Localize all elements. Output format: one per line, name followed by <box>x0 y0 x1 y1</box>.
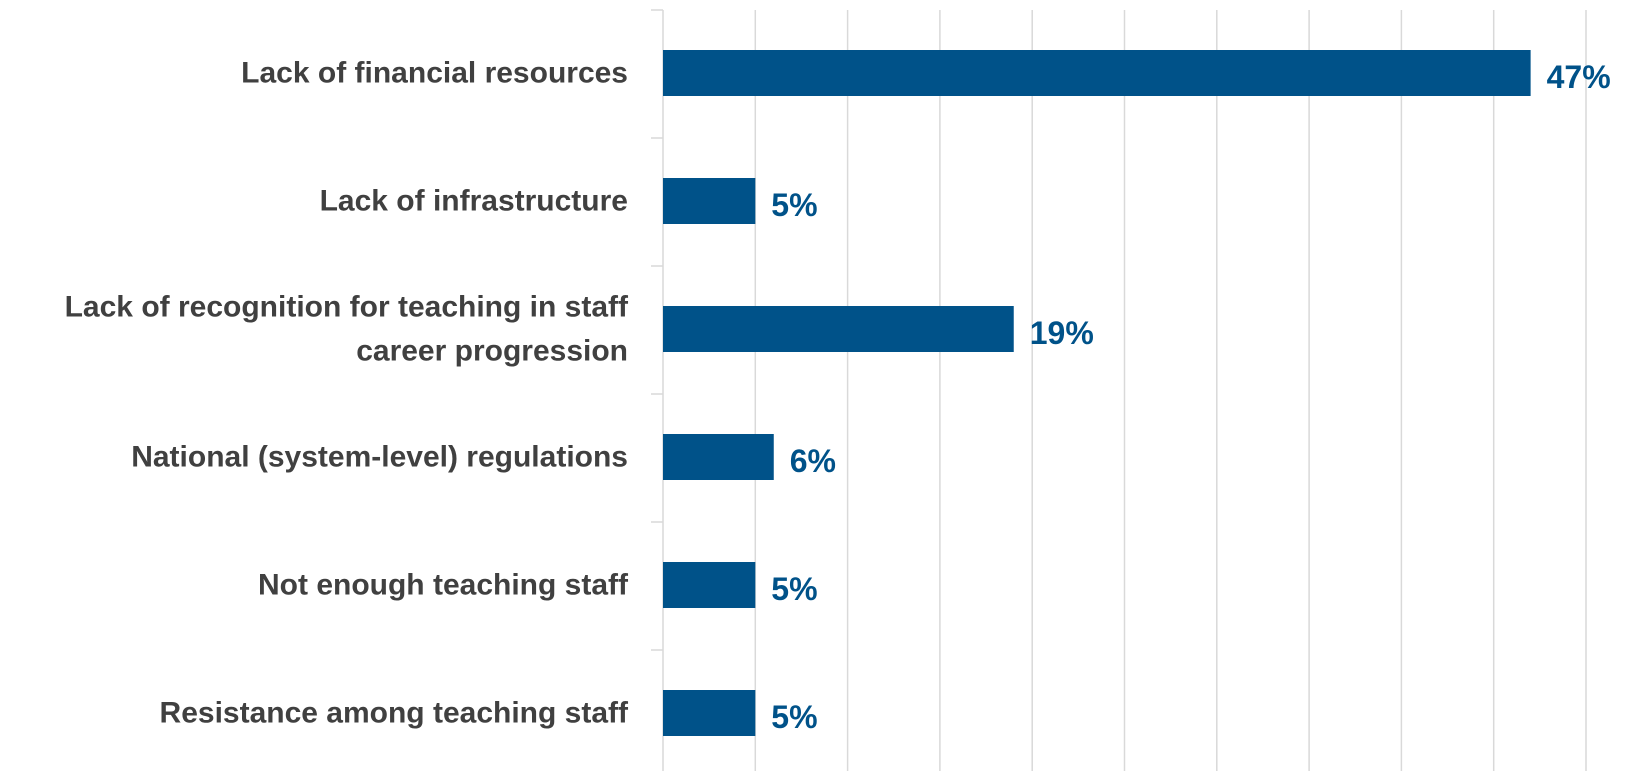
category-label-line: National (system-level) regulations <box>131 441 628 474</box>
bar <box>663 562 756 608</box>
bar <box>663 434 774 480</box>
data-label: 6% <box>790 443 836 479</box>
data-label: 5% <box>771 571 817 607</box>
bar <box>663 178 756 224</box>
category-label: Resistance among teaching staff <box>160 697 629 730</box>
data-label: 47% <box>1547 59 1611 95</box>
bars <box>663 50 1531 736</box>
bar <box>663 690 756 736</box>
category-label-line: Not enough teaching staff <box>258 569 629 602</box>
category-label-line: Lack of financial resources <box>241 57 628 90</box>
category-label: Lack of financial resources <box>241 57 628 90</box>
category-label-line: Lack of infrastructure <box>320 185 628 218</box>
category-label: National (system-level) regulations <box>131 441 628 474</box>
category-label-line: career progression <box>356 335 628 368</box>
category-label-line: Lack of recognition for teaching in staf… <box>65 291 629 324</box>
gridlines <box>651 9 1587 771</box>
data-label: 5% <box>771 187 817 223</box>
category-label: Not enough teaching staff <box>258 569 629 602</box>
data-label: 5% <box>771 699 817 735</box>
category-label-line: Resistance among teaching staff <box>160 697 629 730</box>
category-label: Lack of infrastructure <box>320 185 628 218</box>
category-labels: Lack of financial resources Lack of infra… <box>65 57 629 730</box>
category-label: Lack of recognition for teaching in staf… <box>65 291 629 368</box>
value-labels: 47% 5% 19% 6% 5% 5% <box>771 59 1610 735</box>
bar <box>663 306 1014 352</box>
bar <box>663 50 1531 96</box>
data-label: 19% <box>1030 315 1094 351</box>
